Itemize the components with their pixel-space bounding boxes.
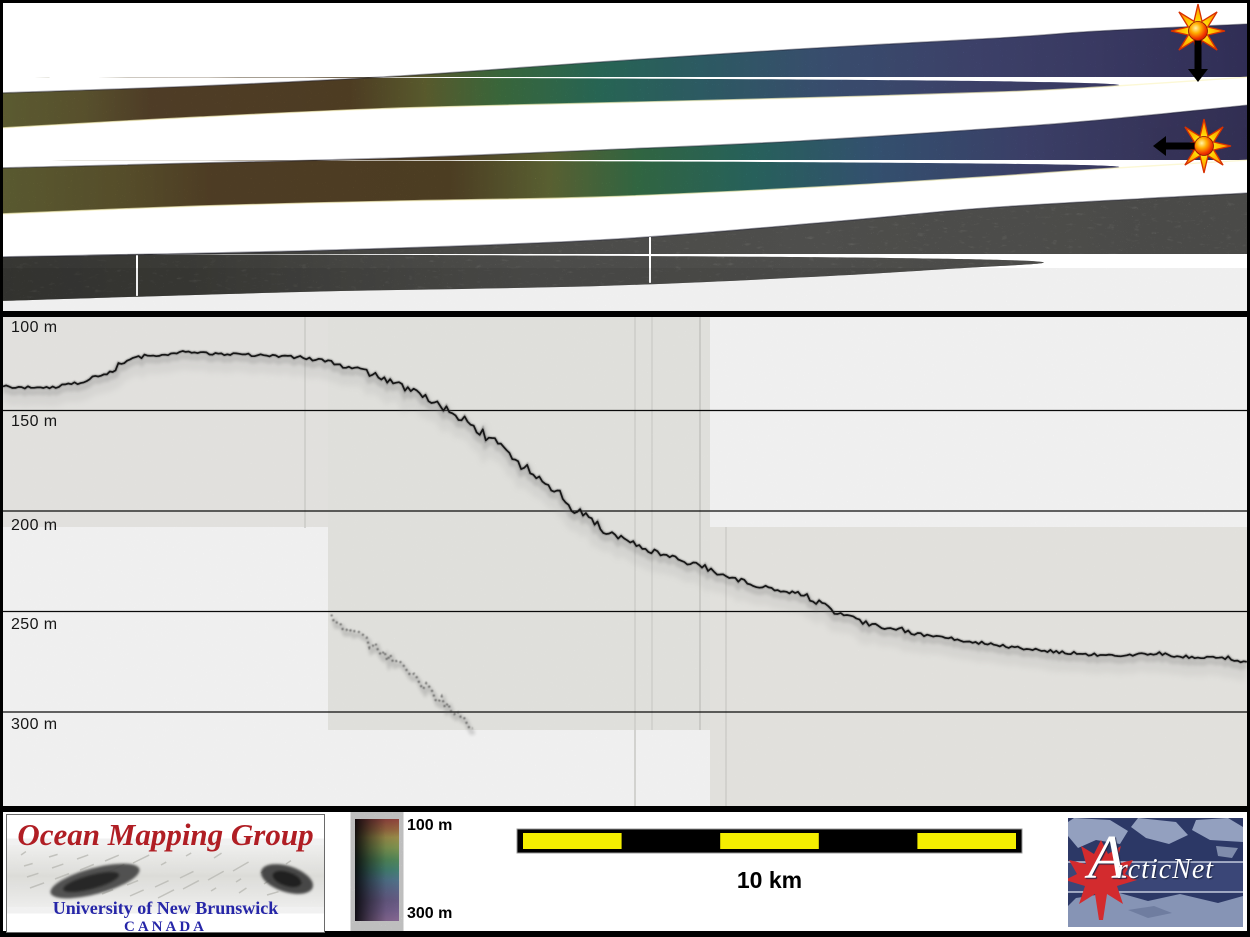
depth-colorbar [355, 819, 399, 921]
omg-logo-country: CANADA [7, 919, 324, 933]
scale-bar [517, 829, 1022, 853]
depth-label-300m: 300 m [11, 716, 57, 734]
swath-panel [0, 0, 1250, 311]
figure-frame: 100 m 150 m 200 m 250 m 300 m 100 m 300 … [0, 0, 1250, 937]
arcticnet-logo: A rcticNet [1064, 814, 1247, 931]
arcticnet-wordmark: A rcticNet [1088, 834, 1214, 886]
scalebar-label: 10 km [517, 867, 1022, 894]
omg-logo-subtitle: University of New Brunswick [7, 898, 324, 919]
depth-label-250m: 250 m [11, 616, 57, 634]
depth-label-200m: 200 m [11, 517, 57, 535]
colorbar-top-label: 100 m [407, 817, 452, 835]
depth-label-150m: 150 m [11, 413, 57, 431]
subbottom-panel [3, 317, 1247, 806]
figure-canvas [0, 0, 1250, 937]
colorbar-bottom-label: 300 m [407, 905, 452, 923]
arcticnet-rest: rcticNet [1117, 854, 1214, 886]
omg-logo-title: Ocean Mapping Group [7, 817, 324, 853]
omg-logo: Ocean Mapping Group University of New Br… [6, 814, 325, 933]
depth-label-100m: 100 m [11, 319, 57, 337]
